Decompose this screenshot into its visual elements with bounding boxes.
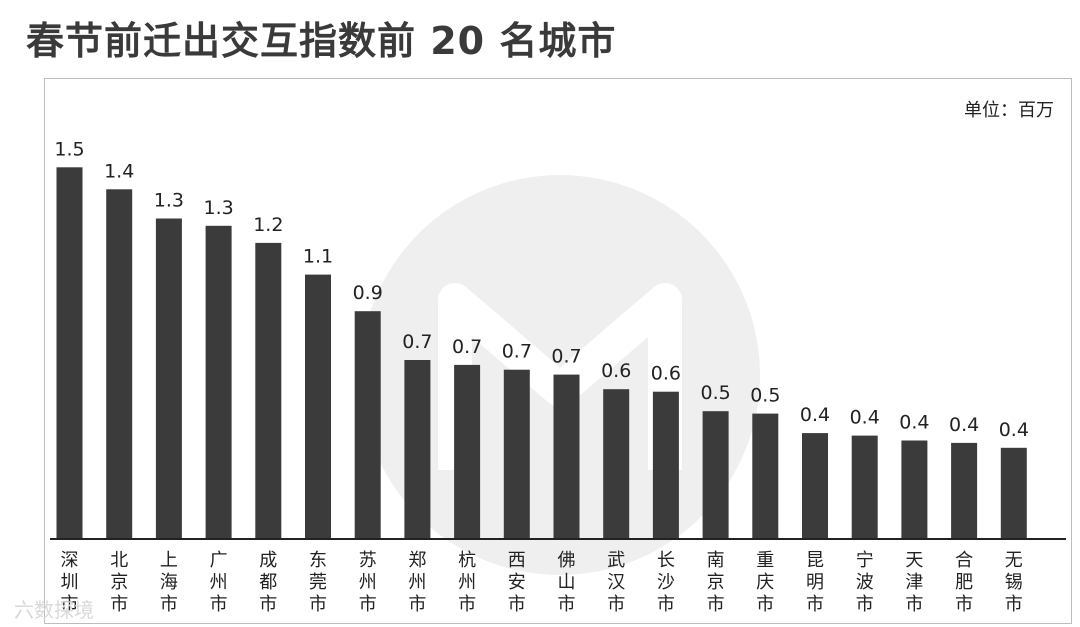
- category-label-5: 东莞市: [309, 550, 327, 615]
- data-label-0: 1.5: [54, 138, 84, 160]
- watermark-text: 六数探境: [14, 598, 94, 622]
- data-label-2: 1.3: [154, 190, 184, 212]
- bar-0: [56, 167, 83, 539]
- bar-14: [752, 413, 779, 538]
- category-label-0: 深圳市: [61, 550, 79, 615]
- bar-13: [702, 411, 729, 538]
- category-label-16: 宁波市: [856, 550, 874, 615]
- data-label-11: 0.6: [601, 360, 631, 382]
- data-label-6: 0.9: [353, 282, 383, 304]
- bar-1: [106, 189, 133, 539]
- bar-2: [155, 218, 182, 538]
- data-label-9: 0.7: [502, 341, 532, 363]
- category-label-11: 武汉市: [607, 550, 625, 615]
- data-label-3: 1.3: [203, 197, 233, 219]
- data-label-14: 0.5: [750, 385, 780, 407]
- data-label-5: 1.1: [303, 246, 333, 268]
- data-label-12: 0.6: [651, 363, 681, 385]
- category-label-14: 重庆市: [756, 550, 774, 615]
- data-label-7: 0.7: [402, 331, 432, 353]
- category-label-13: 南京市: [707, 550, 725, 615]
- data-label-1: 1.4: [104, 160, 134, 182]
- category-label-8: 杭州市: [458, 550, 476, 615]
- category-label-3: 广州市: [210, 550, 228, 615]
- category-label-7: 郑州市: [408, 550, 426, 615]
- data-label-15: 0.4: [800, 404, 830, 426]
- category-label-6: 苏州市: [359, 550, 377, 615]
- category-label-18: 合肥市: [955, 550, 973, 615]
- data-label-19: 0.4: [999, 419, 1029, 441]
- category-label-17: 天津市: [905, 550, 923, 615]
- data-label-16: 0.4: [850, 407, 880, 429]
- data-label-10: 0.7: [551, 346, 581, 368]
- bar-11: [603, 389, 630, 538]
- chart-title: 春节前迁出交互指数前 20 名城市: [26, 19, 617, 63]
- bar-8: [454, 364, 481, 538]
- data-label-17: 0.4: [899, 412, 929, 434]
- bar-12: [652, 391, 679, 538]
- data-label-4: 1.2: [253, 214, 283, 236]
- category-label-1: 北京市: [110, 550, 128, 615]
- category-label-15: 昆明市: [806, 550, 824, 615]
- unit-label: 单位：百万: [964, 100, 1054, 121]
- bar-5: [305, 274, 331, 538]
- bar-15: [802, 433, 828, 538]
- bar-4: [255, 242, 282, 538]
- category-label-10: 佛山市: [558, 550, 576, 615]
- data-label-18: 0.4: [949, 414, 979, 436]
- bar-6: [354, 311, 381, 538]
- bar-16: [851, 435, 878, 538]
- bar-10: [553, 374, 580, 538]
- category-label-12: 长沙市: [657, 550, 675, 615]
- category-label-4: 成都市: [259, 550, 277, 615]
- category-label-9: 西安市: [508, 550, 526, 615]
- data-label-13: 0.5: [700, 382, 730, 404]
- data-label-8: 0.7: [452, 336, 482, 358]
- category-label-19: 无锡市: [1005, 550, 1023, 615]
- bar-9: [503, 369, 530, 538]
- category-label-2: 上海市: [160, 550, 178, 615]
- bar-3: [205, 225, 232, 539]
- bar-19: [1000, 447, 1027, 538]
- bar-17: [901, 440, 928, 538]
- bar-7: [404, 360, 431, 538]
- bar-18: [951, 442, 978, 538]
